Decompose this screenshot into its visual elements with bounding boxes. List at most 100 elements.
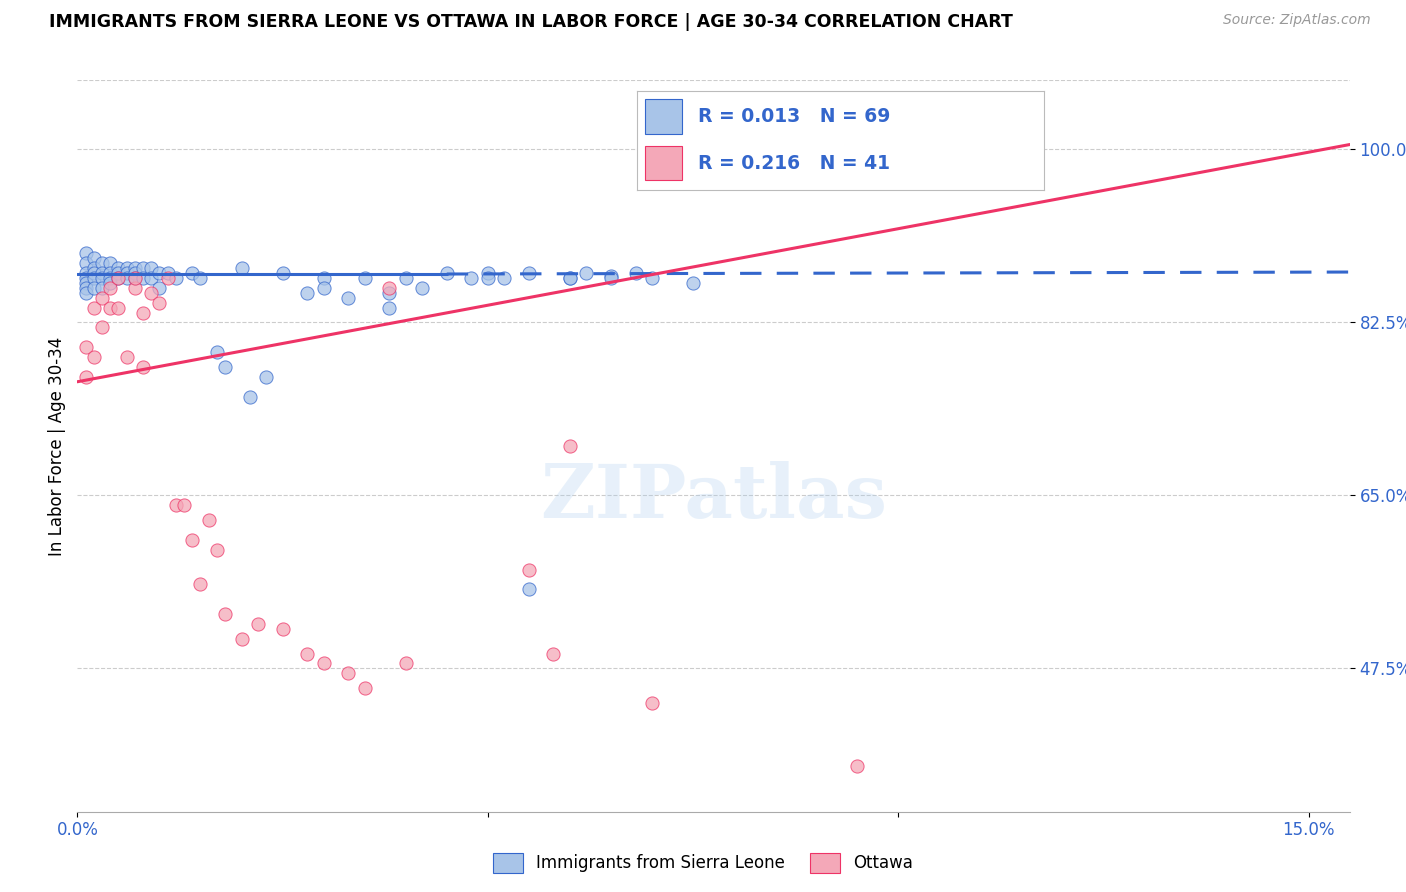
Point <box>98 276 121 290</box>
Point <box>107 261 129 276</box>
Point <box>124 271 146 285</box>
Text: ZIPatlas: ZIPatlas <box>540 460 887 533</box>
Point <box>312 281 335 295</box>
Point <box>205 542 228 557</box>
Point <box>156 266 179 280</box>
Point <box>353 271 375 285</box>
Point <box>141 261 163 276</box>
Point <box>148 295 170 310</box>
Point <box>83 350 105 364</box>
Point <box>165 271 187 285</box>
Point <box>98 266 121 280</box>
Point <box>205 345 228 359</box>
Point <box>575 266 598 280</box>
Point <box>494 271 516 285</box>
Point <box>517 266 540 280</box>
Point <box>98 256 121 270</box>
Point <box>295 647 318 661</box>
Point <box>124 271 146 285</box>
Point <box>517 582 540 597</box>
Point <box>969 143 991 157</box>
Point <box>115 261 138 276</box>
Point <box>75 246 97 260</box>
Point <box>239 390 262 404</box>
Point <box>83 251 105 265</box>
Point <box>337 291 360 305</box>
Point <box>624 266 647 280</box>
Legend: Immigrants from Sierra Leone, Ottawa: Immigrants from Sierra Leone, Ottawa <box>486 847 920 880</box>
Point <box>132 271 155 285</box>
Point <box>378 281 401 295</box>
Point <box>132 359 155 374</box>
Point <box>75 285 97 300</box>
Point <box>600 268 623 283</box>
Point <box>75 281 97 295</box>
Point <box>231 261 253 276</box>
Point <box>460 271 482 285</box>
Text: Source: ZipAtlas.com: Source: ZipAtlas.com <box>1223 13 1371 28</box>
Y-axis label: In Labor Force | Age 30-34: In Labor Force | Age 30-34 <box>48 336 66 556</box>
Point <box>395 271 418 285</box>
Point <box>91 291 114 305</box>
Point <box>83 271 105 285</box>
Point <box>411 281 433 295</box>
Point <box>197 513 219 527</box>
Point <box>75 276 97 290</box>
Point <box>107 266 129 280</box>
Point <box>132 261 155 276</box>
Point <box>115 350 138 364</box>
Point <box>156 271 179 285</box>
Point <box>141 271 163 285</box>
Point <box>353 681 375 695</box>
Point <box>181 533 204 547</box>
Point <box>641 696 664 710</box>
Point <box>395 657 418 671</box>
Point <box>190 577 212 591</box>
Point <box>83 281 105 295</box>
Point <box>846 759 869 773</box>
Point <box>682 276 704 290</box>
Point <box>91 320 114 334</box>
Point <box>148 281 170 295</box>
Point <box>295 285 318 300</box>
Point <box>517 563 540 577</box>
Point <box>75 256 97 270</box>
Point <box>115 266 138 280</box>
Point <box>75 266 97 280</box>
Point <box>91 266 114 280</box>
Point <box>312 271 335 285</box>
Point <box>246 616 269 631</box>
Point <box>165 498 187 512</box>
Point <box>600 271 623 285</box>
Point <box>477 271 499 285</box>
Point <box>132 305 155 319</box>
Point <box>173 498 195 512</box>
Point <box>75 369 97 384</box>
Point <box>115 271 138 285</box>
Point <box>558 271 581 285</box>
Point <box>75 271 97 285</box>
Point <box>214 359 236 374</box>
Point <box>98 271 121 285</box>
Point <box>378 301 401 315</box>
Point <box>98 301 121 315</box>
Point <box>887 143 910 157</box>
Point <box>271 622 294 636</box>
Point <box>107 301 129 315</box>
Point <box>190 271 212 285</box>
Point <box>312 657 335 671</box>
Point <box>477 266 499 280</box>
Point <box>124 266 146 280</box>
Point <box>231 632 253 646</box>
Point <box>148 266 170 280</box>
Point <box>124 261 146 276</box>
Point <box>83 266 105 280</box>
Point <box>107 271 129 285</box>
Point <box>124 281 146 295</box>
Point <box>83 261 105 276</box>
Point <box>91 281 114 295</box>
Point <box>214 607 236 621</box>
Point <box>378 285 401 300</box>
Text: IMMIGRANTS FROM SIERRA LEONE VS OTTAWA IN LABOR FORCE | AGE 30-34 CORRELATION CH: IMMIGRANTS FROM SIERRA LEONE VS OTTAWA I… <box>49 13 1014 31</box>
Point <box>558 439 581 453</box>
